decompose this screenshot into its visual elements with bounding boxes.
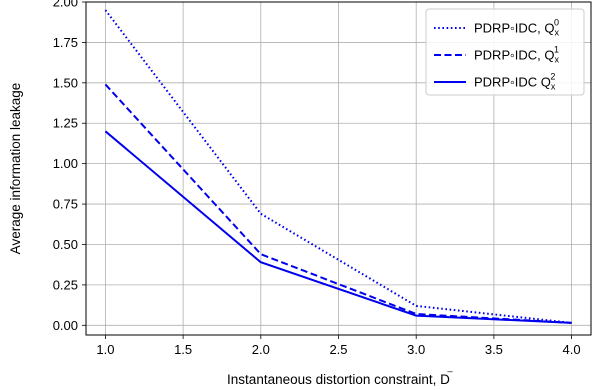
legend: PDRP◦IDC, Qx0 PDRP◦IDC, Qx1 PDRP◦IDC Qx2 bbox=[425, 8, 585, 96]
legend-box bbox=[425, 8, 585, 96]
y-tick-label: 2.00 bbox=[53, 0, 78, 10]
y-tick-label: 0.25 bbox=[53, 277, 78, 292]
x-tick-label: 4.0 bbox=[563, 342, 581, 357]
x-tick-label: 3.0 bbox=[407, 342, 425, 357]
x-tick-label: 3.5 bbox=[485, 342, 503, 357]
x-tick-label: 1.5 bbox=[174, 342, 192, 357]
axis-ticks: 1.0 1.5 2.0 2.5 3.0 3.5 4.0 0.00 0.25 0.50 0.75 1.0… bbox=[53, 0, 581, 357]
x-tick-label: 2.0 bbox=[252, 342, 270, 357]
y-tick-label: 1.25 bbox=[53, 116, 78, 131]
legend-label-2: PDRP◦IDC Qx2 bbox=[474, 72, 556, 92]
y-tick-label: 0.50 bbox=[53, 237, 78, 252]
series-line-2 bbox=[104, 130, 572, 324]
legend-label-1: PDRP◦IDC, Qx1 bbox=[474, 45, 559, 65]
x-tick-label: 2.5 bbox=[329, 342, 347, 357]
x-axis-label: Instantaneous distortion constraint, D̅ bbox=[227, 371, 453, 387]
y-axis-label: Average information leakage bbox=[8, 83, 23, 255]
series-lines bbox=[104, 9, 572, 324]
y-tick-label: 1.75 bbox=[53, 35, 78, 50]
y-tick-label: 0.00 bbox=[53, 318, 78, 333]
y-tick-label: 0.75 bbox=[53, 197, 78, 212]
legend-label-0: PDRP◦IDC, Qx0 bbox=[474, 18, 559, 38]
y-tick-label: 1.50 bbox=[53, 75, 78, 90]
y-tick-label: 1.00 bbox=[53, 156, 78, 171]
x-tick-label: 1.0 bbox=[96, 342, 114, 357]
